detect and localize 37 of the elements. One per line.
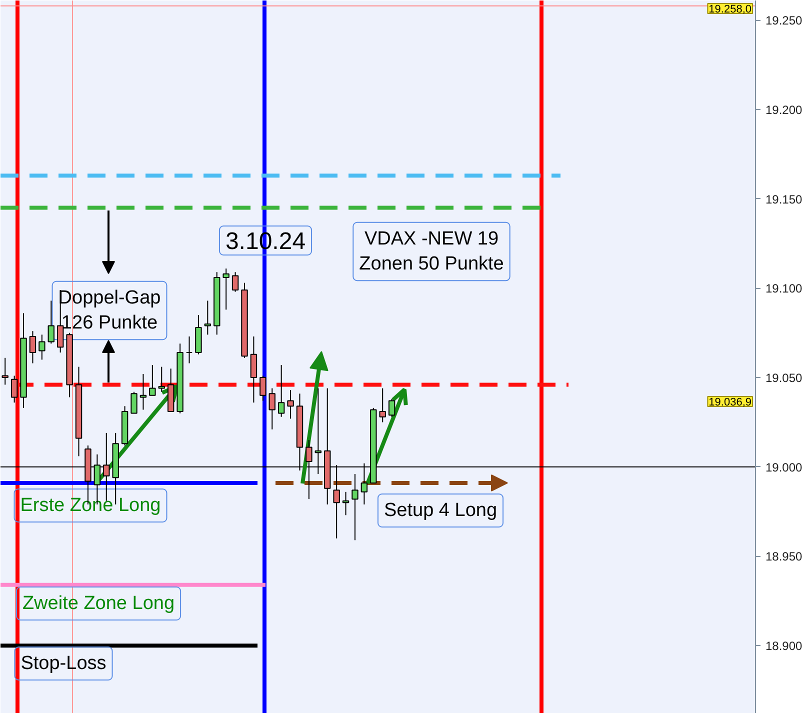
ref-line-label: 19.258,0 bbox=[708, 4, 752, 16]
ref-line-label: Erste Zone Long bbox=[20, 495, 161, 516]
candlestick bbox=[268, 388, 276, 430]
ref-line-label: Stop-Loss bbox=[20, 653, 106, 674]
candlestick bbox=[140, 373, 147, 410]
candlestick bbox=[29, 330, 36, 364]
candlestick bbox=[222, 268, 230, 310]
candlestick bbox=[38, 334, 46, 360]
annotation: VDAX -NEW 19 Zonen 50 Punkte bbox=[359, 228, 504, 275]
candlestick bbox=[149, 364, 156, 396]
candlestick bbox=[158, 366, 165, 392]
y-tick-label: 18.900 bbox=[766, 639, 803, 654]
candlestick bbox=[2, 357, 8, 386]
candlestick bbox=[232, 272, 239, 292]
y-tick-label: 19.200 bbox=[766, 103, 803, 118]
candlestick bbox=[342, 491, 350, 516]
candlestick bbox=[260, 375, 266, 402]
candlestick bbox=[287, 390, 294, 420]
y-tick-label: 19.150 bbox=[766, 192, 803, 206]
y-tick-label: 19.000 bbox=[766, 460, 803, 474]
candlestick bbox=[379, 388, 386, 423]
candlestick bbox=[186, 336, 193, 364]
ref-line-label: Zweite Zone Long bbox=[22, 593, 175, 614]
y-tick-label: 19.100 bbox=[766, 282, 803, 296]
candlestick bbox=[204, 300, 212, 336]
candlestick bbox=[250, 336, 258, 404]
candlestick bbox=[278, 364, 285, 418]
y-tick-label: 18.950 bbox=[766, 550, 803, 564]
annotation: 19.036,9 bbox=[708, 396, 752, 408]
candlestick bbox=[130, 391, 138, 414]
y-tick-label: 19.050 bbox=[766, 371, 803, 386]
candlestick bbox=[48, 300, 54, 344]
legend-label: Setup 4 Long bbox=[384, 500, 498, 521]
candlestick bbox=[388, 398, 396, 418]
y-tick-label: 19.250 bbox=[766, 14, 803, 28]
candlestick bbox=[10, 375, 18, 404]
candlestick bbox=[352, 474, 358, 541]
